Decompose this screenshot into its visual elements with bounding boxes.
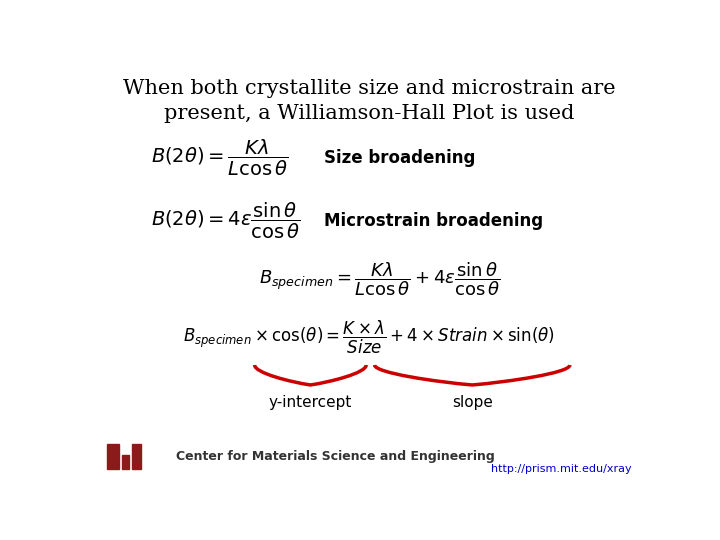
Text: http://prism.mit.edu/xray: http://prism.mit.edu/xray [490,464,631,474]
Text: Microstrain broadening: Microstrain broadening [324,212,544,230]
Text: Center for Materials Science and Engineering: Center for Materials Science and Enginee… [176,450,495,463]
Text: Size broadening: Size broadening [324,150,476,167]
Text: When both crystallite size and microstrain are: When both crystallite size and microstra… [122,79,616,98]
Text: $B(2\theta)=\dfrac{K\lambda}{L\cos\theta}$: $B(2\theta)=\dfrac{K\lambda}{L\cos\theta… [151,138,289,178]
Bar [132,444,141,469]
Bar [122,455,129,469]
Text: $B(2\theta)=4\varepsilon\dfrac{\sin\theta}{\cos\theta}$: $B(2\theta)=4\varepsilon\dfrac{\sin\thet… [151,201,301,241]
Bar [107,444,120,469]
Text: $B_{specimen}=\dfrac{K\lambda}{L\cos\theta}+4\varepsilon\dfrac{\sin\theta}{\cos\: $B_{specimen}=\dfrac{K\lambda}{L\cos\the… [259,260,501,298]
Text: $B_{specimen}\times\cos(\theta)=\dfrac{K\times\lambda}{Size}+4\times Strain\time: $B_{specimen}\times\cos(\theta)=\dfrac{K… [183,319,555,356]
Text: slope: slope [451,395,492,409]
Text: y-intercept: y-intercept [269,395,352,409]
Text: present, a Williamson-Hall Plot is used: present, a Williamson-Hall Plot is used [164,104,574,123]
